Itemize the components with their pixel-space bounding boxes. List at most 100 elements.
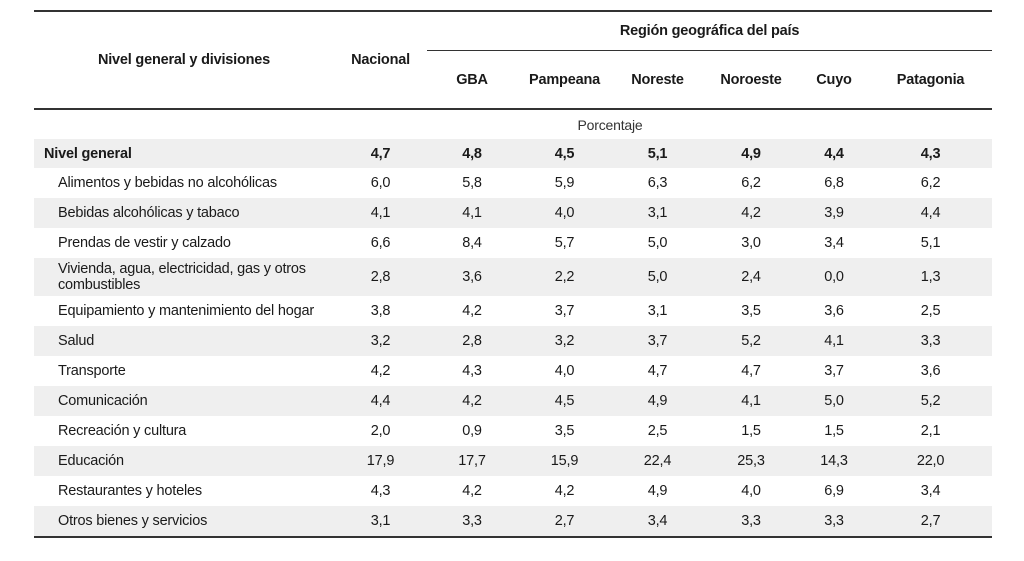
value-nacional: 4,2: [370, 363, 391, 379]
division-label: Otros bienes y servicios: [34, 506, 334, 538]
division-label: Salud: [34, 326, 334, 356]
value-pampeana: 2,7: [517, 506, 612, 538]
value-noreste: 2,5: [647, 423, 668, 439]
table-row: Bebidas alcohólicas y tabaco 4,1 4,1 4,0 3,1…: [34, 198, 993, 228]
value-cuyo: 6,9: [824, 483, 844, 499]
value-gba: 4,2: [462, 483, 482, 499]
value-nacional: 3,2: [334, 326, 427, 356]
regional-inflation-table: Nivel general y divisiones Nacional Regi…: [34, 10, 993, 538]
value-cuyo: 3,7: [824, 363, 844, 379]
value-patagonia: 2,5: [920, 303, 941, 319]
value-noreste: 3,1: [612, 198, 703, 228]
table-row: Restaurantes y hoteles 4,3 4,2 4,2 4,9 4,0 6,9…: [34, 476, 992, 506]
value-pampeana: 4,2: [554, 483, 575, 499]
value-cuyo: 6,8: [824, 175, 844, 191]
value-patagonia: 3,3: [869, 326, 993, 356]
region-header-noroeste: Noroeste: [703, 50, 799, 110]
division-label: Comunicación: [34, 386, 334, 416]
division-label: Restaurantes y hoteles: [58, 483, 202, 499]
value-patagonia: 5,2: [869, 386, 993, 416]
value-cuyo: 14,3: [799, 446, 869, 476]
table-row: Alimentos y bebidas no alcohólicas 6,0 5,8…: [34, 168, 992, 198]
value-noroeste: 2,4: [703, 258, 799, 296]
value-nacional: 4,3: [370, 483, 391, 499]
table-row: Vivienda, agua, electricidad, gas y otro…: [34, 258, 993, 296]
general-value-noreste: 5,1: [612, 139, 703, 168]
division-label: Bebidas alcohólicas y tabaco: [34, 198, 334, 228]
value-nacional: 2,0: [370, 423, 391, 439]
value-noreste: 5,0: [647, 235, 668, 251]
division-label: Vivienda, agua, electricidad, gas y otro…: [34, 258, 334, 296]
general-row-label: Nivel general: [34, 139, 334, 168]
value-noreste: 22,4: [612, 446, 703, 476]
region-header-noreste: Noreste: [612, 50, 703, 110]
general-value-noroeste: 4,9: [703, 139, 799, 168]
value-gba: 17,7: [427, 446, 517, 476]
general-value-gba: 4,8: [427, 139, 517, 168]
general-value-pampeana: 4,5: [517, 139, 612, 168]
value-gba: 4,2: [462, 303, 482, 319]
value-pampeana: 15,9: [517, 446, 612, 476]
value-nacional: 6,0: [370, 175, 391, 191]
value-noroeste: 3,3: [703, 506, 799, 538]
value-pampeana: 4,0: [554, 363, 575, 379]
value-patagonia: 3,6: [920, 363, 941, 379]
value-patagonia: 2,7: [869, 506, 993, 538]
value-noreste: 3,4: [612, 506, 703, 538]
division-label: Equipamiento y mantenimiento del hogar: [58, 303, 314, 319]
value-noreste: 4,9: [612, 386, 703, 416]
value-pampeana: 4,5: [517, 386, 612, 416]
table-row: Salud 3,2 2,8 3,2 3,7 5,2 4,1 3,3: [34, 326, 993, 356]
value-noroeste: 5,2: [703, 326, 799, 356]
value-cuyo: 5,0: [799, 386, 869, 416]
value-cuyo: 3,3: [799, 506, 869, 538]
value-gba: 2,8: [427, 326, 517, 356]
value-patagonia: 2,1: [920, 423, 941, 439]
table-row: Prendas de vestir y calzado 6,6 8,4 5,7 5,0 3…: [34, 228, 992, 258]
value-cuyo: 3,6: [824, 303, 844, 319]
value-noroeste: 4,1: [703, 386, 799, 416]
value-cuyo: 3,4: [824, 235, 844, 251]
value-nacional: 6,6: [370, 235, 391, 251]
value-nacional: 3,1: [334, 506, 427, 538]
value-pampeana: 4,0: [517, 198, 612, 228]
value-noroeste: 1,5: [741, 423, 761, 439]
division-label: Alimentos y bebidas no alcohólicas: [58, 175, 277, 191]
value-noroeste: 3,0: [741, 235, 761, 251]
value-patagonia: 3,4: [920, 483, 941, 499]
value-nacional: 2,8: [334, 258, 427, 296]
value-noroeste: 4,0: [741, 483, 761, 499]
table-row: Educación 17,9 17,7 15,9 22,4 25,3 14,3 22,0: [34, 446, 993, 476]
table-row: Transporte 4,2 4,3 4,0 4,7 4,7 3,7 3,6: [34, 356, 992, 386]
value-cuyo: 3,9: [799, 198, 869, 228]
table-row: Equipamiento y mantenimiento del hogar 3,…: [34, 296, 992, 326]
value-gba: 8,4: [462, 235, 482, 251]
region-header-pampeana: Pampeana: [517, 50, 612, 110]
unit-row: Porcentaje: [34, 109, 992, 139]
general-value-nacional: 4,7: [334, 139, 427, 168]
value-pampeana: 2,2: [517, 258, 612, 296]
value-nacional: 3,8: [370, 303, 391, 319]
value-pampeana: 3,7: [554, 303, 575, 319]
division-label: Educación: [34, 446, 334, 476]
nacional-column-header: Nacional: [334, 10, 427, 110]
value-pampeana: 5,7: [554, 235, 575, 251]
value-gba: 4,3: [462, 363, 482, 379]
value-noreste: 6,3: [647, 175, 668, 191]
table-container: Nivel general y divisiones Nacional Regi…: [34, 10, 993, 538]
value-cuyo: 1,5: [824, 423, 844, 439]
value-noroeste: 4,7: [741, 363, 761, 379]
region-group-header: Región geográfica del país: [427, 10, 993, 51]
general-row: Nivel general 4,7 4,8 4,5 5,1 4,9 4,4 4,…: [34, 139, 993, 168]
region-header-patagonia: Patagonia: [869, 50, 993, 110]
value-nacional: 4,4: [334, 386, 427, 416]
region-header-cuyo: Cuyo: [799, 50, 869, 110]
value-noreste: 4,9: [647, 483, 668, 499]
label-column-header: Nivel general y divisiones: [34, 10, 334, 110]
value-pampeana: 5,9: [554, 175, 575, 191]
value-gba: 3,3: [427, 506, 517, 538]
value-cuyo: 4,1: [799, 326, 869, 356]
value-gba: 3,6: [427, 258, 517, 296]
value-gba: 4,2: [427, 386, 517, 416]
value-noroeste: 6,2: [741, 175, 761, 191]
